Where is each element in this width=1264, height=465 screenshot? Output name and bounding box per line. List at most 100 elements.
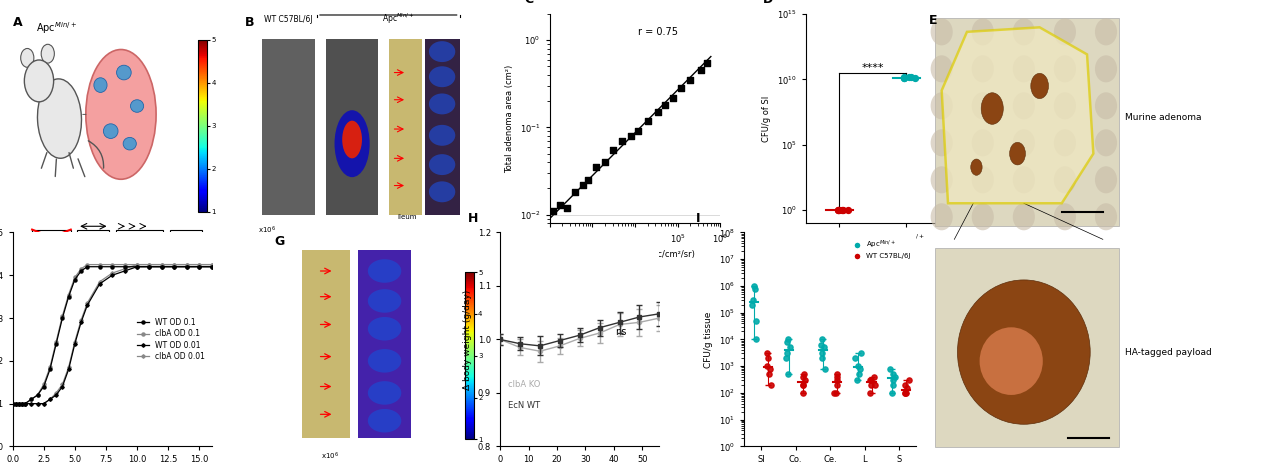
Point — [648, 108, 669, 116]
Ellipse shape — [930, 18, 953, 46]
clbA OD 0.1 — [14, 401, 29, 406]
Point — [671, 85, 691, 92]
Text: clbA KO: clbA KO — [508, 379, 541, 389]
Bar — [935, 248, 1119, 447]
clbA OD 0.01 — [8, 401, 23, 406]
Point — [595, 159, 616, 166]
clbA OD 0.1 — [24, 397, 39, 402]
Point — [698, 59, 718, 66]
Ellipse shape — [958, 280, 1090, 424]
clbA OD 0.01 — [73, 318, 88, 323]
WT OD 0.1 — [80, 264, 95, 270]
Bar — [425, 39, 460, 215]
WT OD 0.01 — [5, 401, 20, 406]
Text: 96h: 96h — [282, 32, 296, 38]
clbA OD 0.01 — [167, 262, 182, 267]
Text: HA-tagged payload: HA-tagged payload — [1125, 348, 1212, 357]
clbA OD 0.01 — [105, 270, 120, 276]
Point — [761, 381, 781, 389]
clbA OD 0.01 — [48, 390, 63, 396]
WT OD 0.1 — [37, 384, 52, 389]
Point — [742, 301, 762, 308]
clbA OD 0.01 — [30, 401, 46, 406]
Point — [828, 206, 848, 214]
Ellipse shape — [972, 166, 994, 193]
Point — [814, 344, 834, 351]
clbA OD 0.1 — [204, 262, 219, 267]
WT OD 0.1 — [192, 264, 207, 270]
clbA OD 0.1 — [92, 262, 107, 267]
WT OD 0.01 — [30, 401, 46, 406]
Ellipse shape — [972, 18, 994, 46]
Point — [760, 371, 780, 378]
Point — [743, 296, 763, 304]
Ellipse shape — [1095, 129, 1117, 156]
Ellipse shape — [930, 129, 953, 156]
Text: ns: ns — [614, 327, 626, 337]
WT OD 0.1 — [204, 264, 219, 270]
Point — [550, 201, 570, 208]
WT OD 0.1 — [30, 392, 46, 398]
Point — [664, 94, 684, 101]
clbA OD 0.1 — [80, 262, 95, 267]
Ellipse shape — [1054, 166, 1076, 193]
Text: B: B — [244, 16, 254, 29]
clbA OD 0.01 — [14, 401, 29, 406]
WT OD 0.01 — [192, 264, 207, 270]
clbA OD 0.1 — [11, 401, 27, 406]
Ellipse shape — [1054, 203, 1076, 230]
clbA OD 0.01 — [54, 382, 70, 387]
Text: clbA: clbA — [43, 233, 59, 242]
Point — [827, 371, 847, 378]
Point — [556, 204, 576, 212]
Point — [824, 389, 844, 397]
Point — [743, 282, 763, 290]
Circle shape — [971, 159, 982, 175]
WT OD 0.1 — [167, 264, 182, 270]
Point — [565, 189, 585, 196]
Line: WT OD 0.1: WT OD 0.1 — [11, 265, 214, 405]
WT OD 0.1 — [142, 264, 157, 270]
Point — [573, 181, 593, 189]
WT OD 0.1 — [14, 401, 29, 406]
Ellipse shape — [1012, 166, 1035, 193]
Point — [612, 137, 632, 145]
clbA OD 0.01 — [154, 262, 169, 267]
clbA OD 0.01 — [80, 300, 95, 306]
clbA OD 0.01 — [142, 262, 157, 267]
Bar — [77, 230, 110, 245]
Point — [780, 344, 800, 351]
Ellipse shape — [1012, 92, 1035, 120]
Ellipse shape — [930, 55, 953, 82]
Point — [760, 365, 780, 372]
Ellipse shape — [1095, 203, 1117, 230]
Text: D: D — [763, 0, 774, 7]
Text: Apc$^{Min/+}$: Apc$^{Min/+}$ — [37, 20, 77, 36]
WT OD 0.01 — [18, 401, 33, 406]
Ellipse shape — [368, 381, 401, 405]
clbA OD 0.1 — [154, 262, 169, 267]
Point — [776, 354, 796, 362]
WT OD 0.01 — [37, 401, 52, 406]
WT OD 0.1 — [118, 264, 133, 270]
clbA OD 0.01 — [37, 401, 52, 406]
clbA OD 0.1 — [67, 275, 82, 280]
Circle shape — [24, 60, 53, 102]
Ellipse shape — [428, 125, 455, 146]
Text: ileum: ileum — [397, 214, 417, 220]
Bar — [302, 250, 350, 438]
WT OD 0.01 — [43, 397, 58, 402]
Circle shape — [981, 93, 1004, 124]
clbA OD 0.1 — [105, 262, 120, 267]
Circle shape — [1010, 142, 1025, 165]
Point — [838, 206, 858, 214]
Point — [680, 76, 700, 84]
Point — [828, 206, 848, 214]
WT OD 0.1 — [67, 277, 82, 282]
Text: x10$^6$: x10$^6$ — [321, 451, 339, 462]
Text: I: I — [695, 212, 700, 225]
clbA OD 0.1 — [179, 262, 195, 267]
Point — [882, 389, 902, 397]
Ellipse shape — [1012, 55, 1035, 82]
clbA OD 0.1 — [118, 262, 133, 267]
